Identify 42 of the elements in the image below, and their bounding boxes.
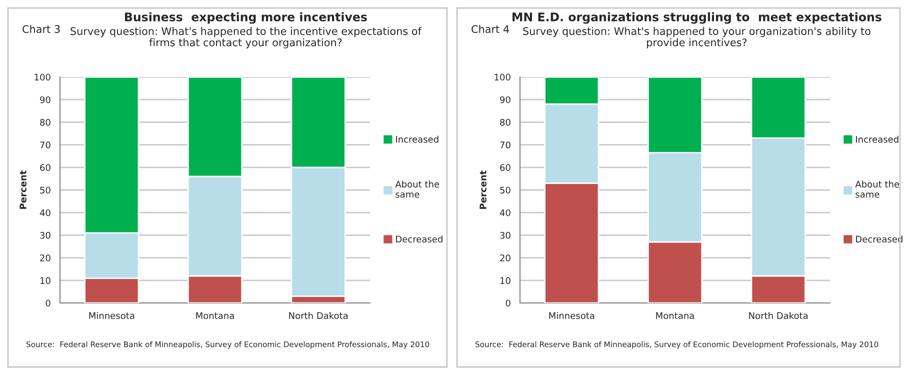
chart-subtitle: Survey question: What's happened to your organization's ability to provide incentives?	[523, 27, 870, 48]
chart-subtitle: Survey question: What's happened to the incentive expectations of firms that contact your organization?	[70, 27, 422, 48]
y-tick-label: 100	[34, 74, 50, 81]
y-tick-label: 40	[500, 209, 510, 216]
y-tick-label: 90	[40, 96, 50, 104]
caption: Chart 3	[22, 24, 60, 34]
y-tick-label: 10	[40, 277, 50, 284]
y-tick-label: 50	[500, 186, 510, 194]
x-tick-label: Montana	[196, 312, 234, 320]
x-tick-label: North Dakota	[749, 312, 808, 320]
y-tick-label: 20	[500, 254, 510, 262]
y-axis-title: Percent	[480, 170, 486, 209]
y-tick-label: 60	[500, 164, 510, 171]
y-tick-label: 90	[500, 96, 510, 104]
chart-title: Business expecting more incentives	[125, 12, 367, 24]
x-tick-label: Minnesota	[89, 312, 134, 320]
y-tick-label: 10	[500, 277, 510, 284]
y-tick-label: 40	[40, 209, 50, 216]
y-tick-label: 0	[506, 300, 510, 307]
chart-title: MN E.D. organizations struggling to meet expectations	[512, 12, 882, 24]
y-axis-title: Percent	[20, 170, 26, 209]
y-tick-label: 80	[40, 118, 50, 126]
legend-label: Increased	[856, 136, 898, 143]
legend-label: Decreased	[396, 236, 442, 243]
y-tick-label: 60	[40, 164, 50, 171]
x-tick-label: Minnesota	[549, 312, 594, 320]
legend-label: About the same	[855, 180, 900, 198]
legend-label: About the same	[395, 180, 440, 198]
y-tick-label: 20	[40, 254, 50, 262]
x-tick-label: Montana	[656, 312, 694, 320]
y-tick-label: 30	[500, 232, 510, 239]
y-tick-label: 70	[500, 142, 510, 148]
y-tick-label: 50	[40, 186, 50, 194]
y-tick-label: 80	[500, 118, 510, 126]
y-tick-label: 100	[494, 74, 510, 81]
y-tick-label: 0	[46, 300, 50, 307]
y-tick-label: 70	[40, 142, 50, 148]
caption: Chart 4	[472, 24, 509, 34]
legend-label: Decreased	[856, 236, 902, 243]
y-tick-label: 30	[40, 232, 50, 239]
x-tick-label: North Dakota	[289, 312, 348, 320]
legend-label: Increased	[396, 136, 438, 143]
